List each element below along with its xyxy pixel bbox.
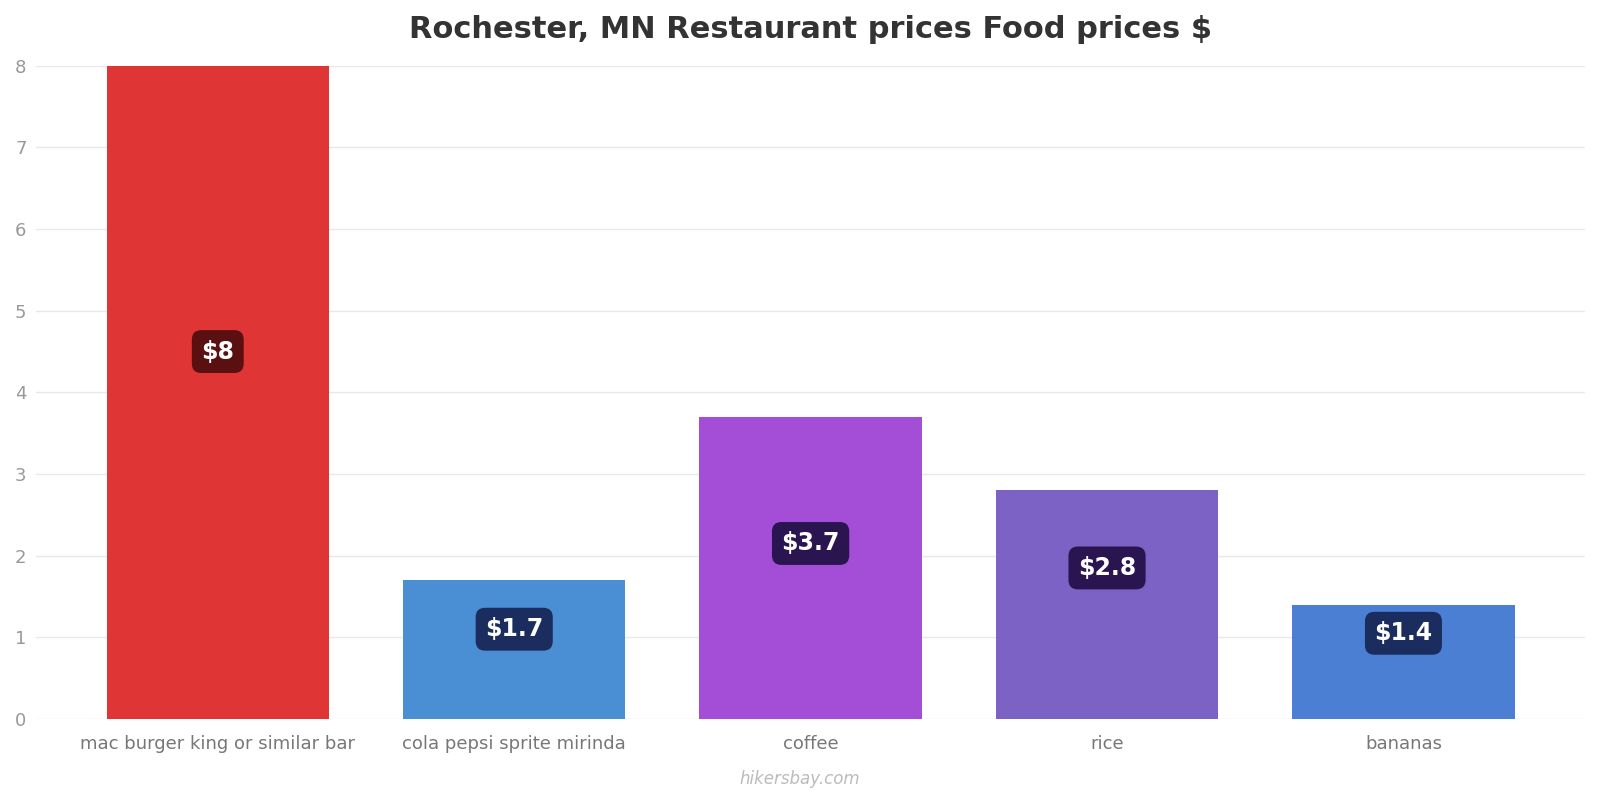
Text: hikersbay.com: hikersbay.com [739,770,861,788]
Bar [403,580,626,719]
Bar [995,490,1218,719]
Title: Rochester, MN Restaurant prices Food prices $: Rochester, MN Restaurant prices Food pri… [410,15,1213,44]
Bar [107,66,330,719]
Text: $2.8: $2.8 [1078,556,1136,580]
Text: $1.7: $1.7 [485,618,544,642]
Text: $8: $8 [202,339,234,363]
Text: $1.4: $1.4 [1374,622,1432,646]
Bar [699,417,922,719]
Text: $3.7: $3.7 [781,531,840,555]
Bar [1293,605,1515,719]
